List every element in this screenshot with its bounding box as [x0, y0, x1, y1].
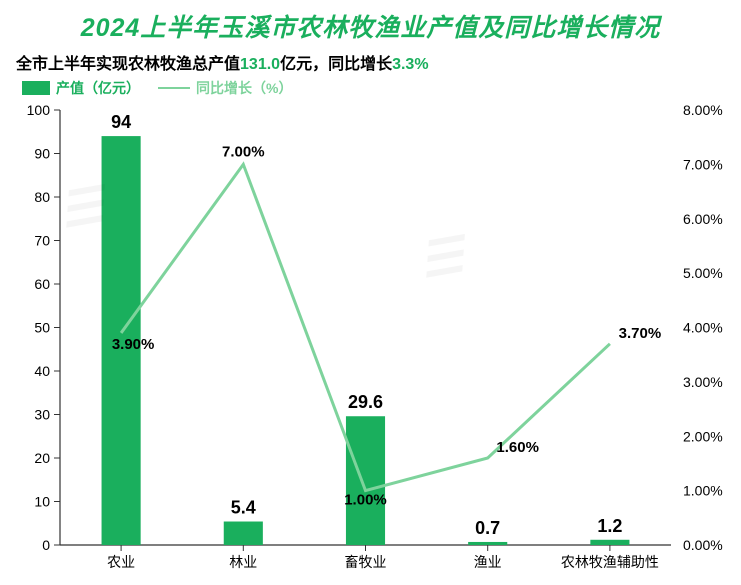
- bar-value-label: 29.6: [348, 392, 383, 412]
- bar-value-label: 5.4: [231, 498, 256, 518]
- y-left-tick-label: 0: [42, 537, 50, 553]
- y-right-tick-label: 7.00%: [683, 156, 723, 172]
- x-tick-label: 渔业: [474, 554, 502, 570]
- bar: [224, 522, 263, 545]
- x-tick-label: 农林牧渔辅助性: [561, 554, 659, 570]
- subtitle-value2: 3.3%: [392, 56, 428, 73]
- legend-line-swatch: [158, 87, 190, 89]
- line-value-label: 1.00%: [344, 492, 387, 509]
- bar-value-label: 1.2: [597, 516, 622, 536]
- y-right-tick-label: 2.00%: [683, 428, 723, 444]
- subtitle-mid: 亿元，同比增长: [280, 56, 392, 73]
- x-tick-label: 畜牧业: [345, 554, 387, 570]
- bar-value-label: 94: [111, 112, 131, 132]
- y-right-tick-label: 6.00%: [683, 211, 723, 227]
- y-right-tick-label: 4.00%: [683, 320, 723, 336]
- bar: [590, 540, 629, 545]
- y-left-tick-label: 70: [34, 233, 50, 249]
- subtitle-prefix: 全市上半年实现农林牧渔总产值: [16, 56, 240, 73]
- y-left-tick-label: 40: [34, 363, 50, 379]
- y-left-tick-label: 90: [34, 146, 50, 162]
- y-right-tick-label: 8.00%: [683, 102, 723, 118]
- line-value-label: 3.70%: [619, 325, 662, 342]
- bar: [346, 416, 385, 545]
- line-value-label: 3.90%: [112, 336, 155, 353]
- legend-bar-item: 产值（亿元）: [22, 78, 140, 98]
- chart-container: 2024上半年玉溪市农林牧渔业产值及同比增长情况 全市上半年实现农林牧渔总产值1…: [0, 0, 741, 585]
- chart-subtitle: 全市上半年实现农林牧渔总产值131.0亿元，同比增长3.3%: [0, 48, 741, 76]
- legend-line-item: 同比增长（%）: [158, 78, 292, 98]
- chart-svg: 0 10 20 30 40 50 60 70 80 90 100 0.00% 1.00% 2.00% 3.0…: [0, 100, 741, 585]
- y-right-tick-label: 0.00%: [683, 537, 723, 553]
- bar: [468, 542, 507, 545]
- y-right-tick-label: 3.00%: [683, 374, 723, 390]
- line-value-label: 1.60%: [496, 439, 539, 456]
- legend-bar-label: 产值（亿元）: [56, 78, 140, 98]
- chart-plot-area: 0 10 20 30 40 50 60 70 80 90 100 0.00% 1.00% 2.00% 3.0…: [0, 100, 741, 585]
- y-left-tick-label: 80: [34, 189, 50, 205]
- bar-value-label: 0.7: [475, 518, 500, 538]
- subtitle-value1: 131.0: [240, 56, 280, 73]
- legend-bar-swatch: [22, 81, 50, 95]
- y-left-tick-label: 100: [27, 102, 51, 118]
- y-left-tick-label: 60: [34, 276, 50, 292]
- y-right-tick-label: 5.00%: [683, 265, 723, 281]
- x-tick-label: 林业: [229, 554, 257, 570]
- legend-line-label: 同比增长（%）: [196, 78, 292, 98]
- y-left-tick-label: 20: [34, 450, 50, 466]
- line-value-label: 7.00%: [222, 143, 265, 160]
- y-left-tick-label: 50: [34, 320, 50, 336]
- x-tick-label: 农业: [107, 554, 135, 570]
- y-right-tick-label: 1.00%: [683, 483, 723, 499]
- chart-title: 2024上半年玉溪市农林牧渔业产值及同比增长情况: [0, 0, 741, 48]
- y-left-tick-label: 30: [34, 407, 50, 423]
- y-left-tick-label: 10: [34, 494, 50, 510]
